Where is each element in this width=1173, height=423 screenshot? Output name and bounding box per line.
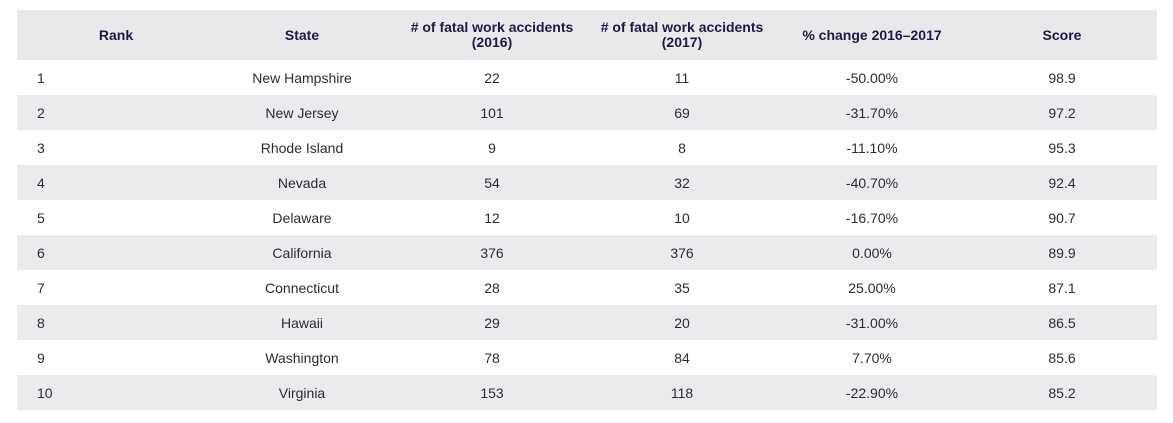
cell-state: Rhode Island bbox=[260, 139, 344, 156]
cell-score: 86.5 bbox=[1048, 314, 1076, 331]
table-row: 4 Nevada 54 32 -40.70% 92.4 bbox=[17, 165, 1157, 200]
cell-fatal-2016: 153 bbox=[480, 384, 504, 401]
header-fatal-2016: # of fatal work accidents (2016) bbox=[410, 19, 574, 50]
table-row: 10 Virginia 153 118 -22.90% 85.2 bbox=[17, 375, 1157, 410]
cell-score: 89.9 bbox=[1048, 244, 1076, 261]
cell-fatal-2016: 78 bbox=[484, 349, 500, 366]
cell-fatal-2016: 101 bbox=[480, 104, 504, 121]
cell-pct-change: 25.00% bbox=[848, 279, 896, 296]
cell-rank: 7 bbox=[37, 279, 45, 296]
cell-pct-change: -16.70% bbox=[845, 209, 899, 226]
cell-pct-change: -31.00% bbox=[845, 314, 899, 331]
cell-rank: 8 bbox=[37, 314, 45, 331]
cell-state: Nevada bbox=[277, 174, 327, 191]
cell-fatal-2017: 35 bbox=[674, 279, 690, 296]
table-row: 2 New Jersey 101 69 -31.70% 97.2 bbox=[17, 95, 1157, 130]
cell-score: 98.9 bbox=[1048, 69, 1076, 86]
cell-fatal-2016: 376 bbox=[480, 244, 504, 261]
cell-state: New Hampshire bbox=[252, 69, 352, 86]
table-row: 6 California 376 376 0.00% 89.9 bbox=[17, 235, 1157, 270]
cell-pct-change: 7.70% bbox=[852, 349, 892, 366]
cell-pct-change: -22.90% bbox=[845, 384, 899, 401]
cell-fatal-2017: 376 bbox=[670, 244, 694, 261]
cell-rank: 9 bbox=[37, 349, 45, 366]
table-row: 1 New Hampshire 22 11 -50.00% 98.9 bbox=[17, 60, 1157, 95]
cell-fatal-2017: 8 bbox=[678, 139, 686, 156]
table-row: 3 Rhode Island 9 8 -11.10% 95.3 bbox=[17, 130, 1157, 165]
cell-score: 85.6 bbox=[1048, 349, 1076, 366]
cell-rank: 6 bbox=[37, 244, 45, 261]
table-row: 9 Washington 78 84 7.70% 85.6 bbox=[17, 340, 1157, 375]
header-row: Rank State # of fatal work accidents (20… bbox=[17, 10, 1157, 60]
table-row: 8 Hawaii 29 20 -31.00% 86.5 bbox=[17, 305, 1157, 340]
table-row: 7 Connecticut 28 35 25.00% 87.1 bbox=[17, 270, 1157, 305]
cell-pct-change: -50.00% bbox=[845, 69, 899, 86]
cell-rank: 3 bbox=[37, 139, 45, 156]
cell-score: 92.4 bbox=[1048, 174, 1076, 191]
cell-fatal-2017: 69 bbox=[674, 104, 690, 121]
table-body: 1 New Hampshire 22 11 -50.00% 98.9 2 New Jersey… bbox=[17, 60, 1157, 410]
cell-pct-change: -31.70% bbox=[845, 104, 899, 121]
header-fatal-2017: # of fatal work accidents (2017) bbox=[600, 19, 764, 50]
cell-rank: 2 bbox=[37, 104, 45, 121]
cell-fatal-2017: 10 bbox=[674, 209, 690, 226]
cell-pct-change: 0.00% bbox=[852, 244, 892, 261]
cell-fatal-2017: 118 bbox=[670, 384, 694, 401]
table-row: 5 Delaware 12 10 -16.70% 90.7 bbox=[17, 200, 1157, 235]
cell-fatal-2017: 20 bbox=[674, 314, 690, 331]
cell-state: New Jersey bbox=[265, 104, 339, 121]
cell-state: California bbox=[272, 244, 332, 261]
table-header: Rank State # of fatal work accidents (20… bbox=[17, 10, 1157, 60]
cell-state: Virginia bbox=[278, 384, 326, 401]
cell-fatal-2016: 28 bbox=[484, 279, 500, 296]
header-state: State bbox=[284, 26, 320, 43]
cell-score: 97.2 bbox=[1048, 104, 1076, 121]
ranking-table-container: Rank State # of fatal work accidents (20… bbox=[17, 10, 1157, 410]
cell-fatal-2016: 9 bbox=[488, 139, 496, 156]
cell-state: Delaware bbox=[272, 209, 332, 226]
cell-rank: 10 bbox=[37, 384, 53, 401]
cell-rank: 4 bbox=[37, 174, 45, 191]
cell-fatal-2017: 11 bbox=[674, 69, 690, 86]
header-rank: Rank bbox=[98, 26, 134, 43]
cell-fatal-2016: 29 bbox=[484, 314, 500, 331]
cell-fatal-2016: 54 bbox=[484, 174, 500, 191]
cell-score: 90.7 bbox=[1048, 209, 1076, 226]
cell-state: Connecticut bbox=[265, 279, 339, 296]
cell-state: Hawaii bbox=[280, 314, 323, 331]
cell-fatal-2016: 22 bbox=[484, 69, 500, 86]
cell-score: 85.2 bbox=[1048, 384, 1076, 401]
cell-fatal-2016: 12 bbox=[484, 209, 500, 226]
cell-pct-change: -40.70% bbox=[845, 174, 899, 191]
cell-rank: 1 bbox=[37, 69, 45, 86]
cell-rank: 5 bbox=[37, 209, 45, 226]
cell-score: 87.1 bbox=[1048, 279, 1076, 296]
cell-fatal-2017: 84 bbox=[674, 349, 690, 366]
cell-pct-change: -11.10% bbox=[846, 139, 898, 156]
cell-score: 95.3 bbox=[1048, 139, 1076, 156]
cell-state: Washington bbox=[265, 349, 339, 366]
cell-fatal-2017: 32 bbox=[674, 174, 690, 191]
header-score: Score bbox=[1042, 26, 1082, 43]
fatal-work-accidents-table: Rank State # of fatal work accidents (20… bbox=[17, 10, 1157, 410]
header-pct-change: % change 2016–2017 bbox=[802, 26, 942, 43]
